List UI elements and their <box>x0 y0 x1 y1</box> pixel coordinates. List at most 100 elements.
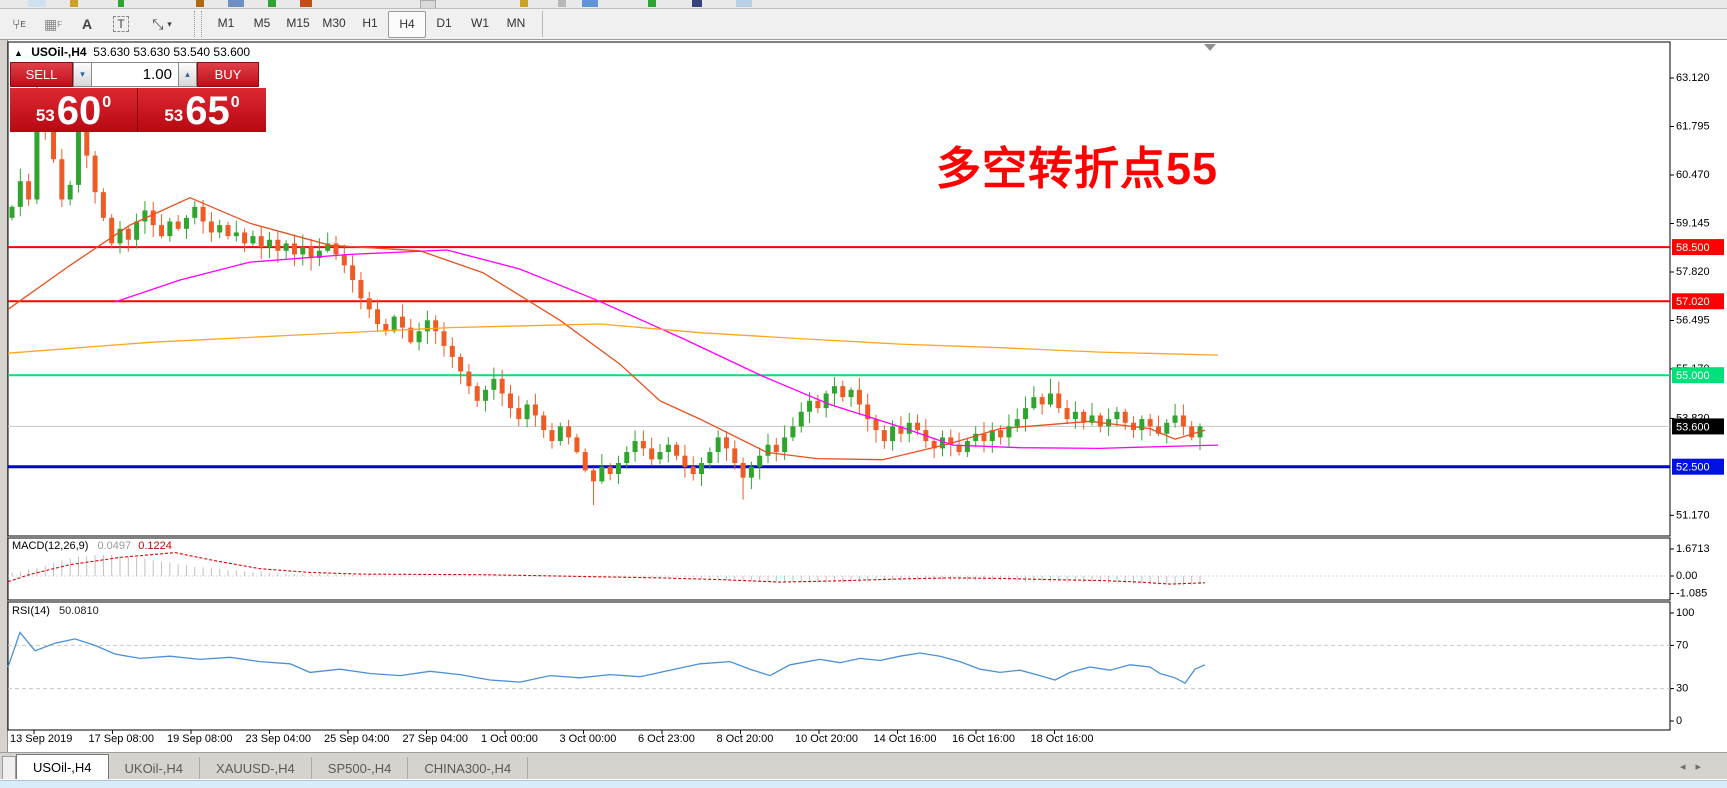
chart-annotation-text[interactable]: 多空转折点55 <box>936 143 1219 194</box>
timeframe-button-m1[interactable]: M1 <box>217 16 235 30</box>
scroll-right-icon[interactable]: ▸ <box>1695 761 1712 773</box>
time-axis-label: 16 Oct 16:00 <box>952 733 1015 745</box>
toolbar-separator <box>542 11 543 37</box>
price-marker-55.000 <box>1672 367 1724 384</box>
collapse-triangle-icon[interactable]: ▲ <box>14 48 23 58</box>
timeframe-button-h4[interactable]: H4 <box>388 10 426 38</box>
volume-decrease-button[interactable]: ▾ <box>73 62 92 87</box>
text-label-icon[interactable]: A <box>81 16 93 32</box>
scroll-left-icon[interactable]: ◂ <box>1680 761 1696 773</box>
timeframe-button-mn[interactable]: MN <box>506 16 526 30</box>
sell-price-point: 0 <box>102 94 112 111</box>
toolbar-fragment-icon <box>118 0 124 7</box>
text-box-icon[interactable]: T <box>106 12 136 36</box>
toolbar-fragment-icon <box>692 0 702 7</box>
timeframe-button-h1[interactable]: H1 <box>362 16 378 30</box>
ma-slow <box>7 323 1219 356</box>
macd-signal-line <box>7 552 1206 585</box>
time-axis-label: 13 Sep 2019 <box>10 733 73 745</box>
timeframe-button-d1[interactable]: D1 <box>436 16 452 30</box>
macd-indicator-label: MACD(12,26,9) 0.0497 0.1224 <box>12 540 172 552</box>
status-bar-strip <box>0 780 1727 788</box>
time-axis-label: 17 Sep 08:00 <box>88 733 154 745</box>
timeframe-toolbar: M1 M5 M15 M30 H1 H4 D1 W1 MN <box>208 10 534 38</box>
time-axis-label: 23 Sep 04:00 <box>245 733 311 745</box>
macd-axis-label: 0.00 <box>1676 570 1697 582</box>
price-marker-57.020 <box>1672 293 1724 310</box>
buy-price-display[interactable]: 53 65 0 <box>138 88 266 132</box>
time-axis-label: 18 Oct 16:00 <box>1030 733 1094 745</box>
price-marker-label: 55.000 <box>1676 370 1710 382</box>
toolbar-fragment-icon <box>420 0 436 8</box>
time-axis-label: 27 Sep 04:00 <box>402 733 468 745</box>
rsi-name: RSI(14) <box>12 605 50 617</box>
price-axis-label: 51.170 <box>1676 509 1710 521</box>
buy-button[interactable]: BUY <box>197 62 259 87</box>
chart-symbol-header[interactable]: ▲ USOil-,H4 53.630 53.630 53.540 53.600 <box>14 45 250 59</box>
time-axis-label: 14 Oct 16:00 <box>873 733 937 745</box>
rsi-panel <box>7 601 1671 731</box>
time-axis-scroll-arrows[interactable]: ◂▸ <box>1680 760 1711 773</box>
price-axis-label: 59.145 <box>1676 217 1710 229</box>
tab-stub[interactable] <box>2 756 16 779</box>
time-axis-label: 6 Oct 23:00 <box>638 733 695 745</box>
toolbar-fragment-icon <box>70 0 78 7</box>
sell-button[interactable]: SELL <box>10 62 73 87</box>
crosshair-indicator-icon[interactable]: ⑂ E <box>12 16 26 32</box>
volume-increase-button[interactable]: ▴ <box>178 62 197 87</box>
price-marker-label: 53.600 <box>1676 421 1710 433</box>
price-axis-label: 63.120 <box>1676 72 1710 84</box>
chart-tab-china300h4[interactable]: CHINA300-,H4 <box>408 757 529 779</box>
toolbar-fragment-icon <box>196 0 204 7</box>
timeframe-button-m5[interactable]: M5 <box>253 16 271 30</box>
toolbar-fragment-icon <box>520 0 528 7</box>
timeframe-button-m15[interactable]: M15 <box>286 16 310 30</box>
chart-shift-marker[interactable] <box>1204 44 1216 51</box>
time-axis-label: 19 Sep 08:00 <box>167 733 233 745</box>
toolbar-fragment-icon <box>228 0 244 7</box>
macd-panel <box>7 537 1671 601</box>
macd-main-value: 0.0497 <box>97 540 132 552</box>
price-axis-label: 61.795 <box>1676 120 1710 132</box>
rsi-axis-label: 30 <box>1676 683 1688 695</box>
time-axis-label: 3 Oct 00:00 <box>559 733 617 745</box>
price-axis-label: 56.495 <box>1676 314 1710 326</box>
grid-icon[interactable]: ▦ F <box>43 15 63 32</box>
price-marker-label: 52.500 <box>1676 462 1710 474</box>
symbol-name: USOil-,H4 <box>31 45 87 59</box>
chart-tab-bar: USOil-,H4 UKOil-,H4 XAUUSD-,H4 SP500-,H4 CHI… <box>0 752 1727 779</box>
chart-tab-sp500h4[interactable]: SP500-,H4 <box>312 757 409 779</box>
main-panel <box>7 41 1671 537</box>
toolbar-fragment-icon <box>736 0 752 7</box>
rsi-axis-label: 0 <box>1676 715 1682 727</box>
rsi-indicator-label: RSI(14) 50.0810 <box>12 605 99 617</box>
one-click-trade-panel: SELL ▾ 1.00 ▴ BUY 53 60 0 53 65 0 <box>10 62 267 132</box>
sell-price-display[interactable]: 53 60 0 <box>10 88 138 132</box>
chart-tab-usoilh4[interactable]: USOil-,H4 <box>16 754 109 779</box>
symbol-ohlc-quote: 53.630 53.630 53.540 53.600 <box>93 45 251 59</box>
rsi-line <box>7 631 1206 685</box>
rsi-axis-label: 70 <box>1676 639 1688 651</box>
buy-price-pips: 65 <box>185 89 230 133</box>
cursor-tools-dropdown-icon[interactable]: ⤡ ▾ <box>152 15 172 32</box>
time-axis[interactable]: 13 Sep 2019 17 Sep 08:00 19 Sep 08:00 23 Se… <box>8 733 1708 751</box>
macd-axis-label: 1.6713 <box>1676 543 1710 555</box>
time-axis-label: 8 Oct 20:00 <box>716 733 774 745</box>
chart-tab-ukoilh4[interactable]: UKOil-,H4 <box>109 757 201 779</box>
toolbar-fragment-icon <box>582 0 598 7</box>
price-marker-52.500 <box>1672 458 1724 475</box>
toolbar-fragment-icon <box>300 0 312 7</box>
timeframe-button-m30[interactable]: M30 <box>322 16 346 30</box>
toolbar-fragment-icon <box>558 0 566 7</box>
ma-fast <box>7 196 1206 461</box>
rsi-axis-label: 100 <box>1676 607 1694 619</box>
time-axis-label: 25 Sep 04:00 <box>324 733 390 745</box>
toolbar-separator <box>194 11 202 37</box>
rsi-value: 50.0810 <box>58 605 99 617</box>
price-axis-label: 57.820 <box>1676 266 1710 278</box>
price-marker-label: 57.020 <box>1676 296 1710 308</box>
timeframe-button-w1[interactable]: W1 <box>471 16 489 30</box>
chart-tab-xauusdh4[interactable]: XAUUSD-,H4 <box>200 757 312 779</box>
volume-input[interactable]: 1.00 <box>92 62 178 87</box>
